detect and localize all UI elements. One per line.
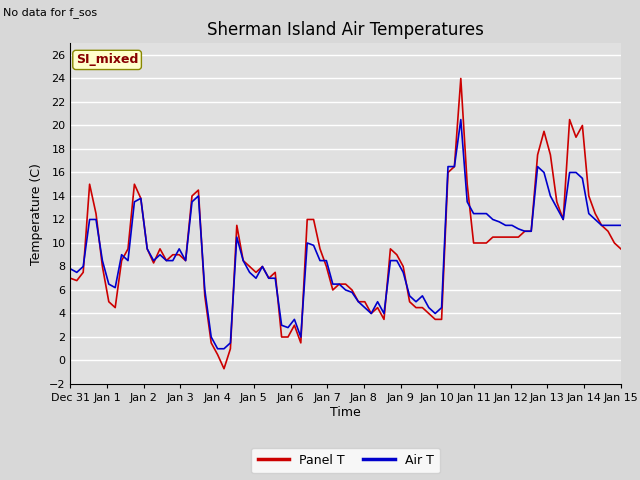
Panel T	[617, 246, 625, 252]
Air T	[527, 228, 535, 234]
Line: Air T: Air T	[70, 120, 621, 349]
Air T	[67, 266, 74, 272]
Panel T	[348, 287, 356, 293]
Text: No data for f_sos: No data for f_sos	[3, 7, 97, 18]
Y-axis label: Temperature (C): Temperature (C)	[31, 163, 44, 264]
Air T	[457, 117, 465, 122]
Air T	[188, 199, 196, 205]
X-axis label: Time: Time	[330, 406, 361, 419]
Panel T	[233, 222, 241, 228]
Panel T	[220, 366, 228, 372]
Air T	[214, 346, 221, 352]
Title: Sherman Island Air Temperatures: Sherman Island Air Temperatures	[207, 21, 484, 39]
Panel T	[188, 193, 196, 199]
Text: SI_mixed: SI_mixed	[76, 53, 138, 66]
Panel T	[527, 228, 535, 234]
Line: Panel T: Panel T	[70, 78, 621, 369]
Legend: Panel T, Air T: Panel T, Air T	[252, 448, 440, 473]
Panel T	[303, 216, 311, 222]
Panel T	[457, 75, 465, 81]
Panel T	[67, 276, 74, 281]
Air T	[617, 222, 625, 228]
Panel T	[156, 246, 164, 252]
Air T	[303, 240, 311, 246]
Air T	[233, 234, 241, 240]
Air T	[156, 252, 164, 258]
Air T	[348, 289, 356, 295]
